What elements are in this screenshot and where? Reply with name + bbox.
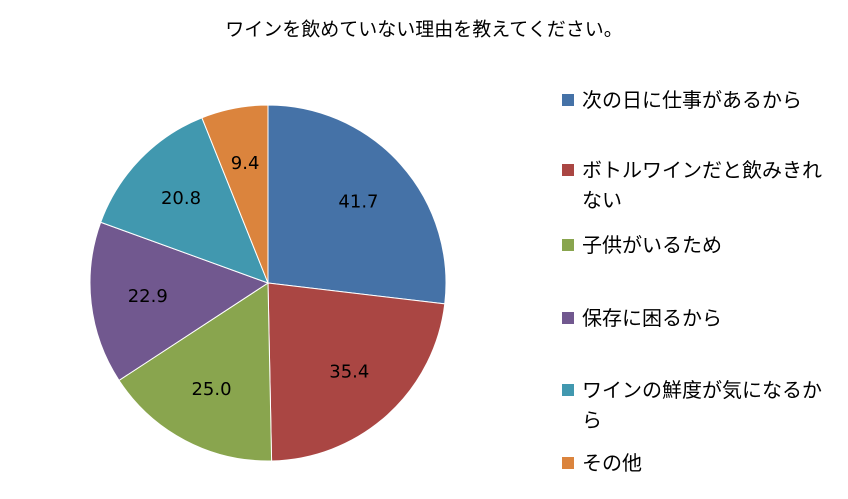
pie-slice (118, 282, 273, 462)
legend-swatch (562, 94, 574, 106)
pie-slice (100, 117, 269, 284)
legend-item: 次の日に仕事があるから (562, 85, 832, 115)
legend-swatch (562, 312, 574, 324)
data-label: 35.4 (329, 362, 369, 383)
legend-swatch (562, 164, 574, 176)
legend-label: その他 (582, 451, 642, 475)
pie-slice (267, 282, 446, 462)
pie-slice (89, 221, 270, 382)
legend-item: 保存に困るから (562, 303, 832, 333)
legend-label: 子供がいるため (582, 233, 722, 257)
legend-label: 次の日に仕事があるから (582, 88, 802, 112)
legend-item: ワインの鮮度が気になるから (562, 375, 832, 435)
data-label: 41.7 (338, 192, 378, 213)
legend-swatch (562, 457, 574, 469)
chart-title: ワインを飲めていない理由を教えてください。 (225, 19, 622, 41)
data-label: 22.9 (128, 286, 168, 307)
legend-label: 保存に困るから (582, 306, 722, 330)
data-label: 9.4 (231, 153, 260, 174)
legend-item: 子供がいるため (562, 230, 832, 260)
legend-item: その他 (562, 448, 832, 478)
legend-item: ボトルワインだと飲みきれない (562, 155, 832, 215)
pie-slice (267, 104, 447, 305)
legend-label: ワインの鮮度が気になるから (582, 378, 822, 432)
data-label: 25.0 (191, 379, 231, 400)
legend-label: ボトルワインだと飲みきれない (582, 158, 822, 212)
legend-swatch (562, 239, 574, 251)
data-label: 20.8 (161, 188, 201, 209)
legend-swatch (562, 384, 574, 396)
pie-slice (201, 104, 269, 284)
